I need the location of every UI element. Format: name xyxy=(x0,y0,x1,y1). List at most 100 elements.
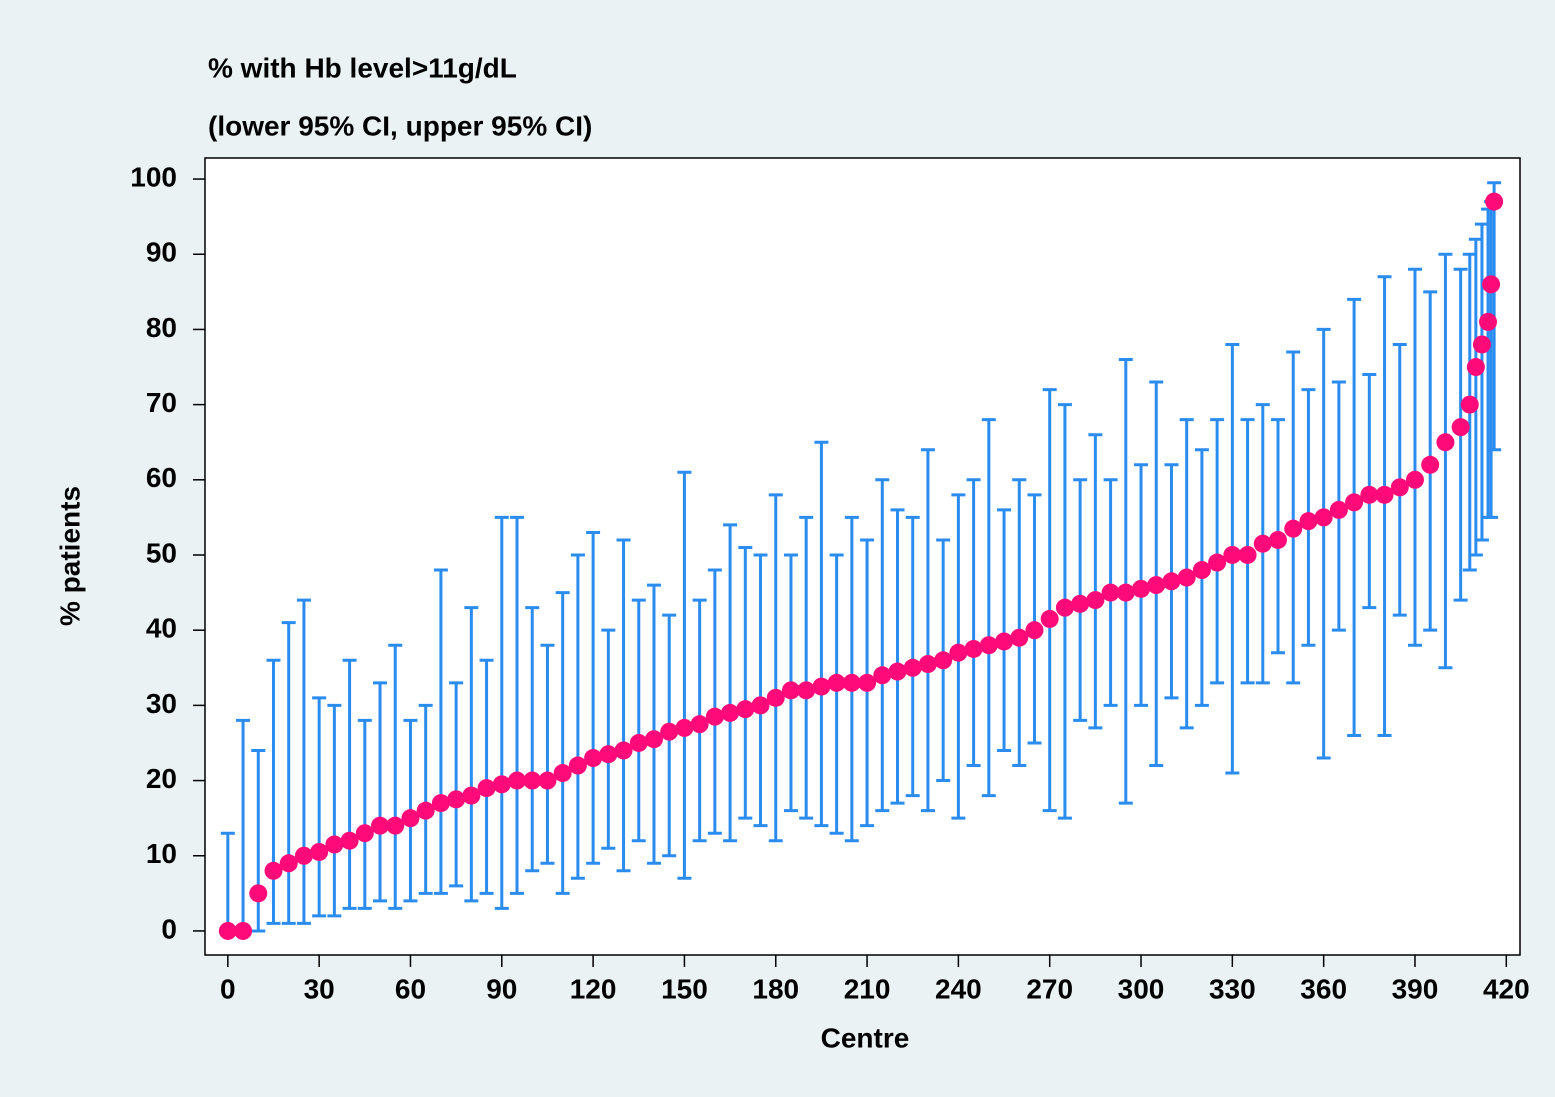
point xyxy=(1314,508,1333,527)
error-bar xyxy=(1407,267,1422,647)
y-tick-label: 10 xyxy=(146,838,177,869)
x-axis-label: Centre xyxy=(821,1022,910,1053)
error-bar xyxy=(1012,478,1027,768)
point xyxy=(1360,485,1379,504)
y-tick-label: 30 xyxy=(146,688,177,719)
error-bar xyxy=(768,493,783,843)
point xyxy=(340,831,359,850)
point xyxy=(751,696,770,715)
point xyxy=(1208,553,1227,572)
y-tick-label: 50 xyxy=(146,537,177,568)
point xyxy=(1132,579,1151,598)
point xyxy=(1238,545,1257,564)
point xyxy=(1436,433,1455,452)
point xyxy=(660,722,679,741)
error-bar xyxy=(1118,358,1133,805)
point xyxy=(1025,621,1044,640)
error-bar xyxy=(494,515,509,910)
point xyxy=(325,835,344,854)
point xyxy=(538,771,557,790)
point xyxy=(1253,534,1272,553)
point xyxy=(218,921,237,940)
point xyxy=(1223,545,1242,564)
point xyxy=(249,884,268,903)
point xyxy=(766,688,785,707)
point xyxy=(584,749,603,768)
plot-area xyxy=(204,157,1521,956)
point xyxy=(1472,335,1491,354)
point xyxy=(979,636,998,655)
error-bar xyxy=(327,703,342,918)
error-bar xyxy=(1149,380,1164,768)
y-tick-label: 80 xyxy=(146,312,177,343)
chart-subtitle: (lower 95% CI, upper 95% CI) xyxy=(208,110,592,141)
point xyxy=(614,741,633,760)
point xyxy=(1482,275,1501,294)
point xyxy=(1010,628,1029,647)
point xyxy=(736,700,755,719)
point xyxy=(416,801,435,820)
error-bar xyxy=(799,515,814,820)
point xyxy=(1040,609,1059,628)
point xyxy=(918,655,937,674)
point xyxy=(644,730,663,749)
x-tick-label: 240 xyxy=(935,973,982,1004)
y-tick-label: 60 xyxy=(146,462,177,493)
y-tick-label: 20 xyxy=(146,763,177,794)
error-bar xyxy=(890,508,905,805)
point xyxy=(690,715,709,734)
point xyxy=(1479,312,1498,331)
error-bar xyxy=(312,696,327,918)
y-tick-label: 100 xyxy=(130,161,177,192)
x-tick-label: 390 xyxy=(1392,973,1439,1004)
point xyxy=(995,632,1014,651)
point xyxy=(675,718,694,737)
error-bar xyxy=(540,643,555,865)
error-bar xyxy=(601,628,616,850)
point xyxy=(1345,493,1364,512)
point xyxy=(1101,583,1120,602)
error-bar xyxy=(1316,327,1331,760)
point xyxy=(1147,576,1166,595)
y-tick-label: 70 xyxy=(146,387,177,418)
y-tick-label: 40 xyxy=(146,613,177,644)
point xyxy=(553,764,572,783)
error-bar xyxy=(555,591,570,895)
point xyxy=(721,703,740,722)
point xyxy=(477,779,496,798)
error-bar xyxy=(296,598,311,925)
error-bar xyxy=(525,606,540,873)
error-bar xyxy=(570,553,585,880)
point xyxy=(1269,530,1288,549)
error-bar xyxy=(814,440,829,828)
error-bar xyxy=(753,553,768,828)
error-bar xyxy=(646,583,661,865)
x-tick-label: 60 xyxy=(395,973,426,1004)
point xyxy=(1451,418,1470,437)
point xyxy=(1485,192,1504,211)
point xyxy=(888,662,907,681)
point xyxy=(401,809,420,828)
point xyxy=(1116,583,1135,602)
error-bar xyxy=(281,621,296,925)
point xyxy=(1466,358,1485,377)
error-bar xyxy=(1027,493,1042,745)
point xyxy=(523,771,542,790)
x-tick-label: 300 xyxy=(1118,973,1165,1004)
error-bar xyxy=(1210,418,1225,685)
error-bar xyxy=(479,658,494,895)
error-bar xyxy=(1377,275,1392,737)
x-tick-label: 120 xyxy=(570,973,617,1004)
error-bar xyxy=(997,508,1012,752)
point xyxy=(964,639,983,658)
point xyxy=(858,673,877,692)
point xyxy=(827,673,846,692)
error-bar xyxy=(616,538,631,873)
error-bar xyxy=(1438,252,1453,670)
point xyxy=(629,733,648,752)
error-bar xyxy=(1042,388,1057,813)
point xyxy=(1086,591,1105,610)
error-bar xyxy=(875,478,890,813)
x-tick-label: 0 xyxy=(220,973,236,1004)
